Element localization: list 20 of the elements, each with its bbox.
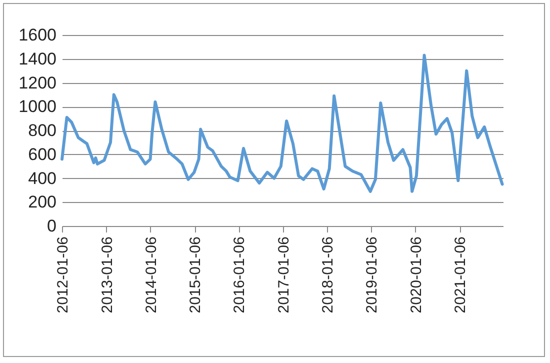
x-tick-label: 2017-01-06 — [275, 236, 292, 314]
y-tick-label: 1400 — [18, 49, 56, 68]
x-tick-label: 2012-01-06 — [54, 236, 72, 314]
y-tick-label: 1200 — [18, 73, 56, 92]
y-tick-label: 200 — [28, 192, 56, 212]
x-tick-label: 2021-01-06 — [452, 236, 470, 314]
y-tick-label: 600 — [28, 144, 56, 164]
x-tick-label: 2014-01-06 — [142, 236, 160, 314]
y-tick-label: 0 — [47, 216, 56, 236]
x-tick-label: 2020-01-06 — [408, 236, 425, 314]
x-tick-label: 2016-01-06 — [231, 236, 248, 314]
line-series — [60, 54, 504, 193]
x-tick-label: 2018-01-06 — [320, 236, 337, 314]
x-tick-label: 2019-01-06 — [364, 236, 381, 314]
x-tick-label: 2013-01-06 — [98, 236, 116, 314]
y-tick-label: 800 — [28, 121, 56, 140]
y-tick-label: 1000 — [18, 97, 56, 116]
y-tick-label: 1600 — [18, 26, 56, 44]
x-tick-label: 2015-01-06 — [187, 236, 204, 314]
y-tick-label: 400 — [28, 168, 56, 188]
